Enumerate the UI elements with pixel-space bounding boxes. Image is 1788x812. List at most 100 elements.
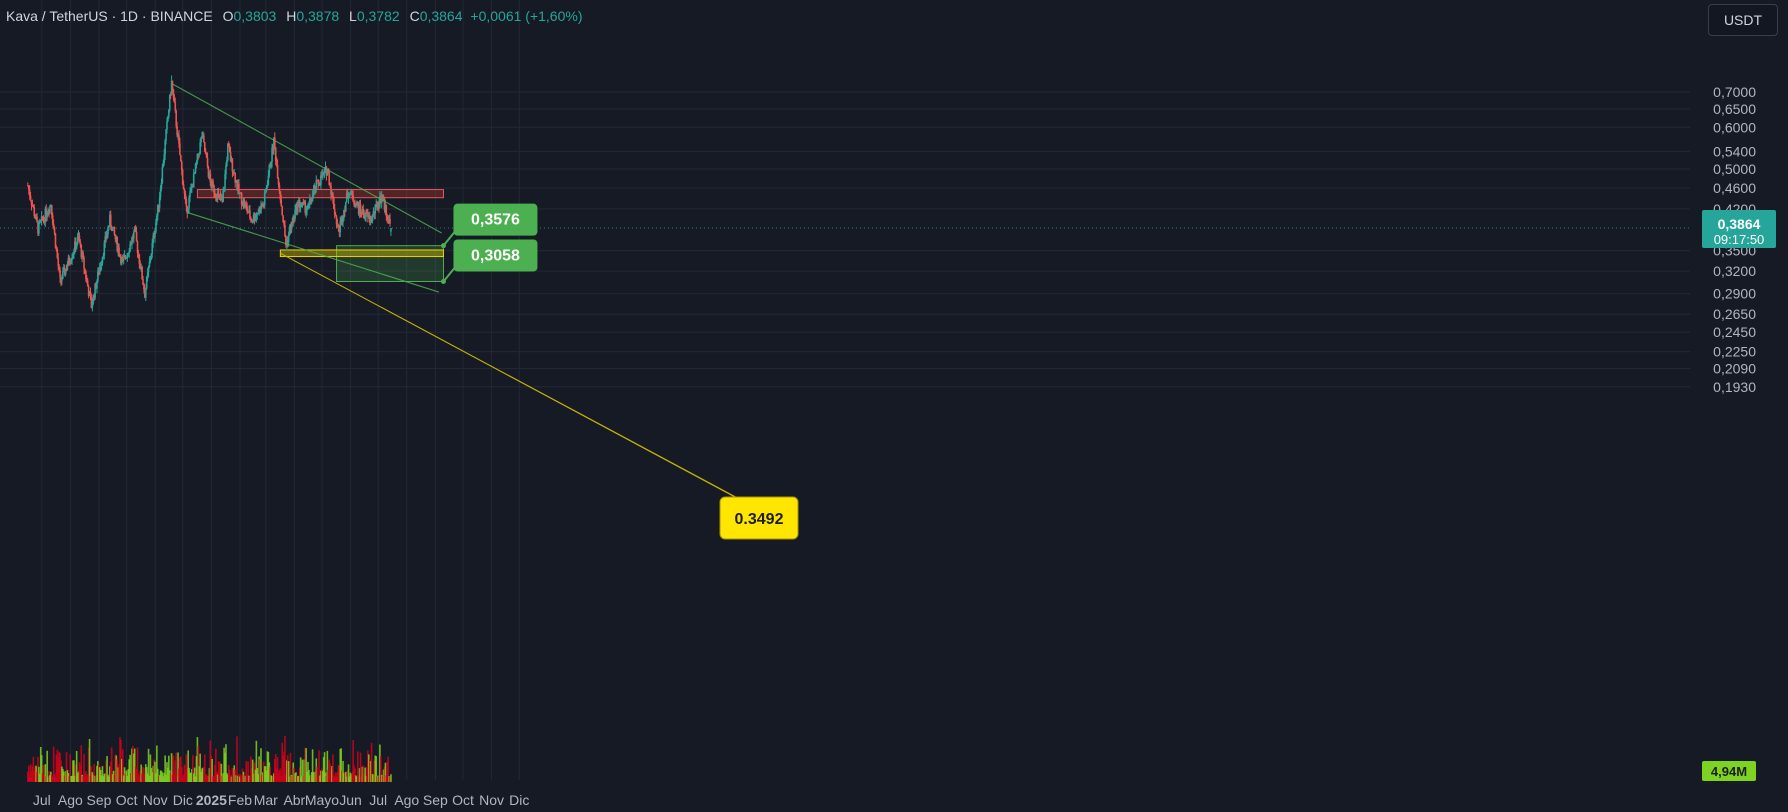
callout-label: 0.3492 [735, 511, 784, 528]
volume-bar [368, 754, 370, 782]
volume-bar [168, 770, 171, 782]
volume-bar [107, 774, 109, 782]
candle-body [201, 136, 203, 138]
x-tick-label: 2025 [196, 792, 227, 808]
candle-body [255, 214, 258, 218]
candle-body [50, 205, 53, 216]
candle-body [321, 175, 323, 178]
candle-body [375, 204, 377, 206]
volume-bar [375, 756, 377, 782]
candle-body [146, 272, 149, 277]
volume-bar [365, 776, 367, 782]
currency-button[interactable]: USDT [1708, 4, 1778, 36]
candle-body [331, 192, 333, 195]
volume-bar [44, 764, 47, 782]
volume-bar [73, 760, 75, 782]
candle-body [300, 205, 303, 207]
symbol-title: Kava / TetherUS · 1D · BINANCE [6, 8, 213, 24]
volume-bar [327, 769, 330, 782]
candle-body [346, 193, 349, 199]
volume-group [27, 735, 392, 782]
candle-body [195, 161, 198, 164]
candle-body [196, 153, 199, 162]
candle-body [253, 214, 256, 221]
candle-body [348, 194, 351, 196]
candle-body [49, 205, 51, 213]
candle-body [68, 257, 71, 263]
volume-bar [342, 760, 344, 782]
y-tick-label: 0,4600 [1713, 180, 1756, 196]
candle-body [85, 271, 87, 279]
volume-bar [156, 768, 159, 782]
candle-body [90, 296, 93, 308]
candle-body [354, 204, 356, 208]
volume-bar [101, 766, 104, 782]
candle-body [48, 212, 50, 214]
volume-bar [186, 768, 189, 782]
volume-bar [183, 764, 186, 782]
candle-body [278, 184, 281, 192]
volume-bar [336, 772, 339, 782]
volume-bar [108, 776, 110, 782]
volume-bar [256, 768, 259, 782]
candle-body [332, 192, 334, 199]
candle-body [191, 186, 193, 189]
candle-body [280, 199, 283, 207]
candle-body [114, 234, 117, 239]
candle-body [341, 217, 343, 223]
volume-bar [208, 768, 211, 782]
volume-bar [261, 775, 263, 782]
volume-bar [371, 774, 374, 782]
candle-body [39, 220, 42, 222]
candle-body [246, 206, 248, 212]
volume-bar [197, 745, 200, 782]
candle-body [238, 183, 240, 194]
candle-body [239, 193, 242, 195]
volume-bar [291, 776, 294, 782]
volume-bar [309, 775, 311, 782]
volume-bar [283, 751, 285, 782]
volume-bar [298, 767, 301, 782]
candle-body [121, 257, 124, 261]
candle-body [230, 158, 233, 161]
volume-bar [218, 761, 221, 782]
volume-bar [206, 775, 209, 782]
volume-bar [65, 752, 68, 782]
volume-bar [311, 749, 314, 782]
candle-body [72, 253, 74, 258]
volume-bar [204, 774, 207, 782]
candle-body [126, 253, 129, 258]
candle-body [259, 207, 261, 213]
candle-body [93, 294, 95, 299]
target-label-upper-dot [440, 243, 446, 249]
volume-bar [165, 774, 167, 782]
x-tick-label: Abr [283, 792, 305, 808]
candle-body [133, 231, 135, 239]
candle-body [210, 182, 213, 188]
open-value: 0,3803 [233, 8, 277, 24]
candle-body [261, 205, 263, 207]
candle-body [283, 222, 285, 225]
candle-body [250, 218, 252, 220]
candle-body [296, 204, 298, 213]
candle-body [293, 216, 295, 219]
candle-body [240, 193, 243, 205]
volume-bar [305, 748, 307, 782]
candle-body [58, 266, 60, 270]
candle-body [347, 195, 350, 199]
volume-bar [116, 759, 119, 782]
volume-bar [253, 762, 256, 782]
volume-bar [238, 776, 241, 782]
volume-bar [312, 772, 315, 782]
y-tick-label: 0,3200 [1713, 263, 1756, 279]
high-label: H [286, 8, 297, 24]
volume-bar [55, 754, 58, 782]
candle-body [228, 146, 231, 152]
volume-bar [368, 759, 371, 782]
volume-bar [126, 776, 129, 782]
volume-bar [366, 767, 368, 782]
candle-body [284, 224, 286, 237]
candle-body [338, 228, 341, 233]
volume-bar [40, 755, 43, 782]
